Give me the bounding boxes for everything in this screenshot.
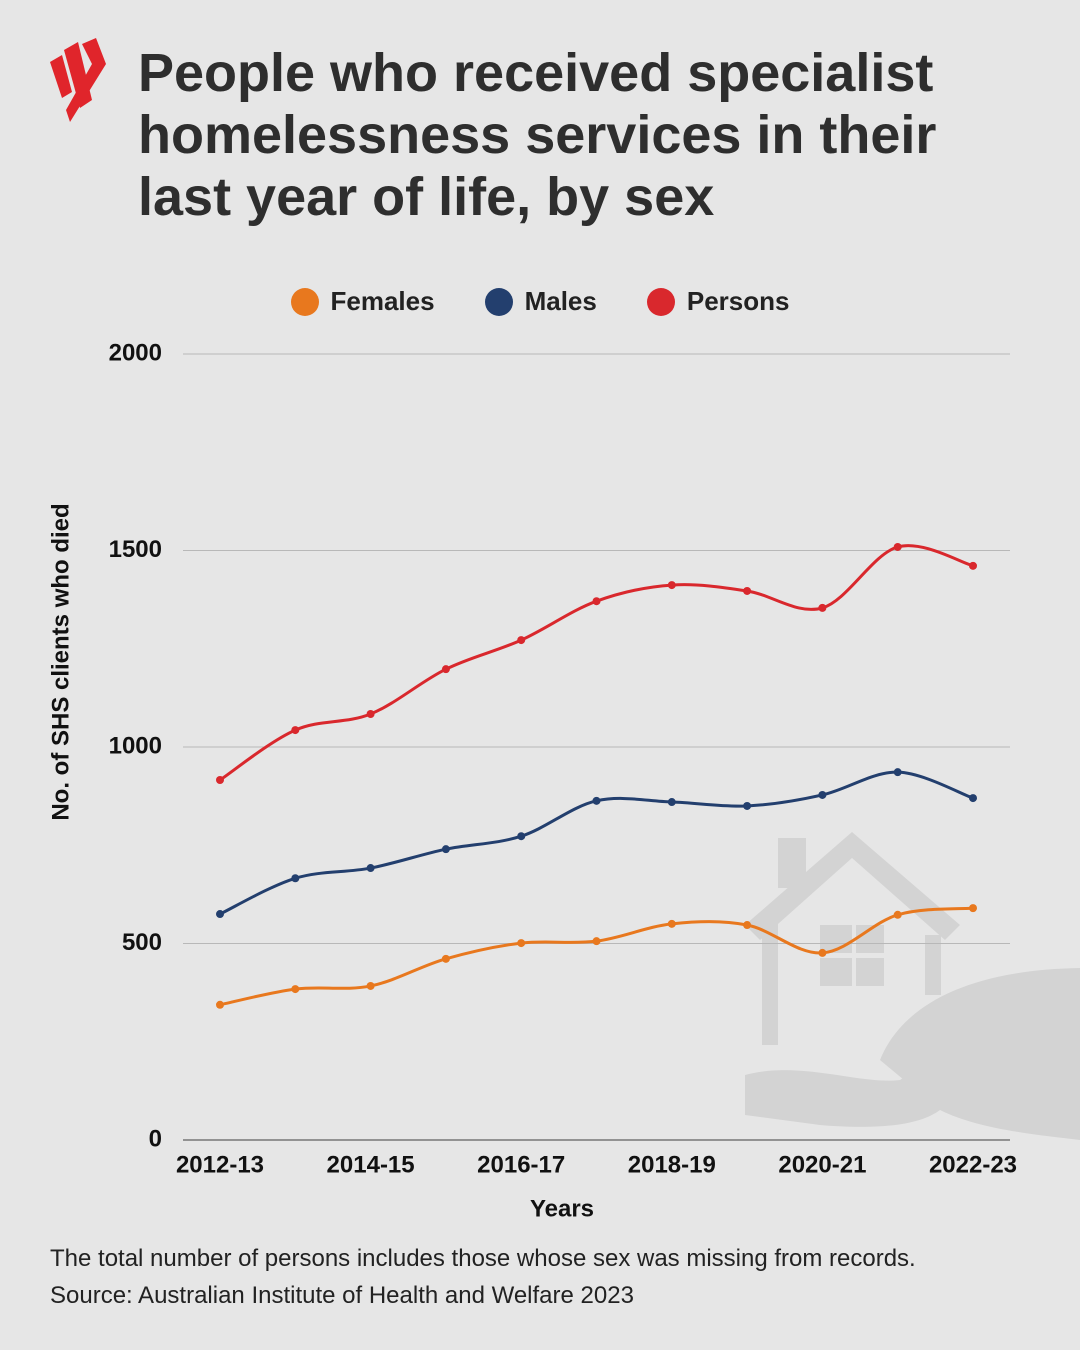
point bbox=[291, 726, 300, 735]
point bbox=[969, 904, 977, 913]
point bbox=[517, 832, 526, 841]
x-tick-label: 2020-21 bbox=[778, 1151, 866, 1178]
legend-label: Males bbox=[524, 286, 597, 316]
point bbox=[893, 542, 902, 551]
point bbox=[667, 919, 676, 928]
note: The total number of persons includes tho… bbox=[50, 1245, 916, 1272]
point bbox=[366, 709, 375, 718]
x-tick-label: 2018-19 bbox=[628, 1151, 716, 1178]
y-tick-label: 2000 bbox=[109, 339, 162, 366]
point bbox=[743, 921, 752, 930]
legend-label: Persons bbox=[686, 286, 790, 316]
point bbox=[818, 603, 827, 612]
point bbox=[969, 561, 977, 570]
point bbox=[667, 581, 676, 590]
footnotes: The total number of persons includes tho… bbox=[50, 1240, 916, 1314]
point bbox=[216, 910, 224, 919]
legend: Females Males Persons bbox=[0, 286, 1080, 317]
x-tick-label: 2014-15 bbox=[327, 1151, 415, 1178]
point bbox=[441, 845, 450, 854]
y-tick-label: 500 bbox=[122, 929, 162, 956]
point bbox=[216, 1000, 224, 1009]
point bbox=[366, 981, 375, 990]
legend-label: Females bbox=[330, 286, 435, 316]
legend-item: Persons bbox=[646, 286, 790, 317]
point bbox=[517, 939, 526, 948]
point bbox=[592, 597, 601, 606]
legend-item: Males bbox=[484, 286, 597, 317]
point bbox=[667, 798, 676, 807]
point bbox=[969, 794, 977, 803]
legend-item: Females bbox=[290, 286, 435, 317]
legend-swatch bbox=[484, 287, 513, 316]
point bbox=[517, 636, 526, 645]
x-tick-label: 2016-17 bbox=[477, 1151, 565, 1178]
point bbox=[291, 985, 300, 994]
point bbox=[441, 665, 450, 674]
source: Source: Australian Institute of Health a… bbox=[50, 1282, 634, 1309]
legend-swatch bbox=[290, 287, 319, 316]
y-tick-label: 1000 bbox=[109, 732, 162, 759]
y-tick-label: 1500 bbox=[109, 536, 162, 563]
logo bbox=[50, 38, 106, 122]
point bbox=[366, 864, 375, 873]
line bbox=[219, 906, 974, 1007]
point bbox=[818, 948, 827, 957]
point bbox=[743, 801, 752, 810]
point bbox=[893, 910, 902, 919]
point bbox=[818, 790, 827, 799]
point bbox=[592, 937, 601, 946]
legend-swatch bbox=[646, 287, 675, 316]
point bbox=[291, 874, 300, 883]
point bbox=[893, 768, 902, 777]
point bbox=[743, 586, 752, 595]
chart-title: People who received specialist homelessn… bbox=[138, 43, 937, 227]
x-tick-label: 2012-13 bbox=[176, 1151, 264, 1178]
point bbox=[216, 776, 224, 785]
point bbox=[441, 954, 450, 963]
line bbox=[219, 544, 974, 782]
x-axis-label: Years bbox=[530, 1195, 594, 1222]
y-tick-label: 0 bbox=[149, 1125, 162, 1152]
x-tick-label: 2022-23 bbox=[929, 1151, 1017, 1178]
y-axis-label: No. of SHS clients who died bbox=[47, 503, 74, 820]
house-icon bbox=[745, 832, 1080, 1140]
point bbox=[592, 796, 601, 805]
